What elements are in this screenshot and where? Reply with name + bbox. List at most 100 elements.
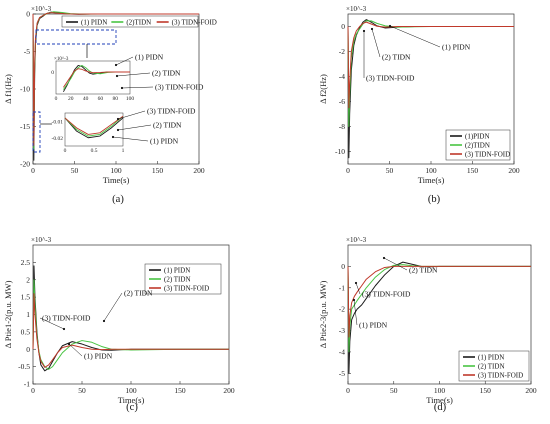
y-tick-label: -2	[339, 47, 345, 56]
y-tick-label: -2	[339, 305, 345, 314]
annotation-arrowhead	[354, 281, 358, 285]
y-axis-label: Δ f1(Hz)	[3, 74, 13, 104]
annotation-leader	[371, 28, 381, 58]
series-line-foid	[32, 293, 229, 368]
y-tick-label: 1	[26, 310, 30, 319]
y-tick-label: -5	[339, 369, 345, 378]
annotation-arrowhead	[115, 74, 119, 78]
axis-exponent: ×10^-3	[346, 5, 367, 13]
panel-label: (c)	[126, 402, 138, 413]
inset-x-tick-label: 1	[122, 148, 125, 154]
annotation-label: (1) PIDN	[359, 321, 388, 330]
panel-label: (d)	[434, 402, 447, 413]
panel-label: (b)	[428, 194, 441, 205]
inset-x-tick-label: 40	[83, 96, 89, 102]
annotation-label: (1) PIDN	[442, 43, 471, 52]
y-tick-label: 0	[341, 262, 345, 271]
annotation-label: (1) PIDN	[84, 352, 113, 361]
annotation-leader	[121, 86, 154, 89]
y-tick-label: -8	[339, 122, 345, 131]
zoom-region	[35, 29, 117, 45]
inset-series-line	[64, 117, 124, 139]
inset-series-line	[63, 68, 130, 88]
annotation-leader	[103, 292, 123, 322]
annotation-leader	[117, 110, 146, 120]
x-tick-label: 100	[125, 386, 137, 395]
annotation-leader	[355, 282, 361, 295]
y-tick-label: 2.5	[21, 258, 31, 267]
x-tick-label: 50	[78, 386, 86, 395]
y-tick-label: -1	[24, 380, 30, 389]
x-axis-label: Time(s)	[418, 175, 445, 185]
annotation-label: (2) TIDN	[409, 266, 438, 275]
annotation-leader	[117, 124, 152, 131]
annotation-label: (3) TIDN-FOID	[147, 107, 196, 116]
annotation-leader	[112, 136, 149, 142]
series-line-foid	[347, 21, 514, 109]
annotation-arrowhead	[362, 29, 366, 33]
x-tick-label: 100	[425, 166, 437, 175]
inset-plot	[55, 60, 131, 95]
inset-y-tick-label: 0	[51, 70, 54, 76]
inset-x-tick-label: 0	[64, 148, 67, 154]
y-tick-label: -6	[339, 97, 345, 106]
series-line-foid	[32, 12, 199, 146]
y-tick-label: 0	[26, 10, 30, 19]
inset-series-line	[64, 115, 124, 137]
y-tick-label: -15	[20, 122, 30, 131]
annotation-label: (1) PIDN	[150, 137, 179, 146]
legend-entry: (2)TIDN	[465, 142, 490, 150]
annotation-label: (1) PIDN	[135, 53, 164, 62]
x-axis-label: Time(s)	[118, 395, 145, 405]
annotation-label: (2) TIDN	[382, 53, 411, 62]
x-axis-label: Time(s)	[103, 175, 130, 185]
annotation-label: (2) TIDN	[153, 121, 182, 130]
legend-entry: (3) TIDN-FOID	[172, 19, 217, 27]
annotation-arrowhead	[388, 24, 392, 28]
x-axis-label: Time(s)	[426, 395, 453, 405]
y-tick-label: -20	[20, 160, 30, 169]
x-tick-label: 0	[31, 386, 35, 395]
legend-entry: (2) TIDN	[164, 276, 191, 284]
annotation-arrowhead	[382, 256, 386, 260]
annotation-arrowhead	[111, 135, 115, 139]
annotation-label: (3) TIDN-FOID	[42, 314, 91, 323]
y-tick-label: 2	[26, 275, 30, 284]
inset-x-tick-label: 60	[98, 96, 104, 102]
annotation-label: (2) TIDN	[152, 69, 181, 78]
annotation-label: (2) TIDN	[124, 289, 153, 298]
y-tick-label: -10	[20, 85, 30, 94]
x-tick-label: 150	[480, 386, 492, 395]
annotation-leader	[383, 257, 408, 271]
x-tick-label: 100	[434, 386, 446, 395]
x-tick-label: 0	[346, 166, 350, 175]
y-tick-label: -4	[339, 347, 345, 356]
y-axis-label: Δ Ptie2-3(p.u. MW)	[318, 280, 328, 348]
inset-x-tick-label: 100	[126, 96, 135, 102]
series-line-foid	[347, 265, 531, 338]
y-tick-label: 1.5	[21, 293, 31, 302]
legend-entry: (3) TIDN-FOID	[465, 151, 510, 159]
annotation-leader	[353, 299, 358, 326]
panel-c: 0 50 100 150 200 2.5 2 1.5 1 0.5 0 -0.5 -1 ×10^-3 Time…	[3, 236, 235, 413]
y-tick-label: 0	[26, 345, 30, 354]
x-tick-label: 50	[71, 166, 79, 175]
annotation-leader	[68, 343, 83, 357]
axis-exponent: ×10^-3	[346, 236, 367, 244]
y-tick-label: -10	[335, 147, 345, 156]
y-axis-label: Δ f2(Hz)	[318, 74, 328, 104]
annotation-label: (3) TIDN-FOID	[155, 83, 204, 92]
annotation-arrowhead	[114, 63, 118, 67]
annotation-arrowhead	[67, 342, 71, 346]
x-tick-label: 150	[467, 166, 479, 175]
panel-label: (a)	[112, 194, 124, 205]
inset-series-line	[64, 115, 124, 135]
x-tick-label: 100	[110, 166, 122, 175]
annotation-leader	[39, 317, 65, 330]
x-tick-label: 0	[31, 166, 35, 175]
inset-y-tick-label: -0.02	[52, 136, 64, 142]
y-axis-label: Δ Ptie1-2(p.u. MW)	[3, 280, 13, 348]
annotation-arrowhead	[120, 86, 124, 90]
